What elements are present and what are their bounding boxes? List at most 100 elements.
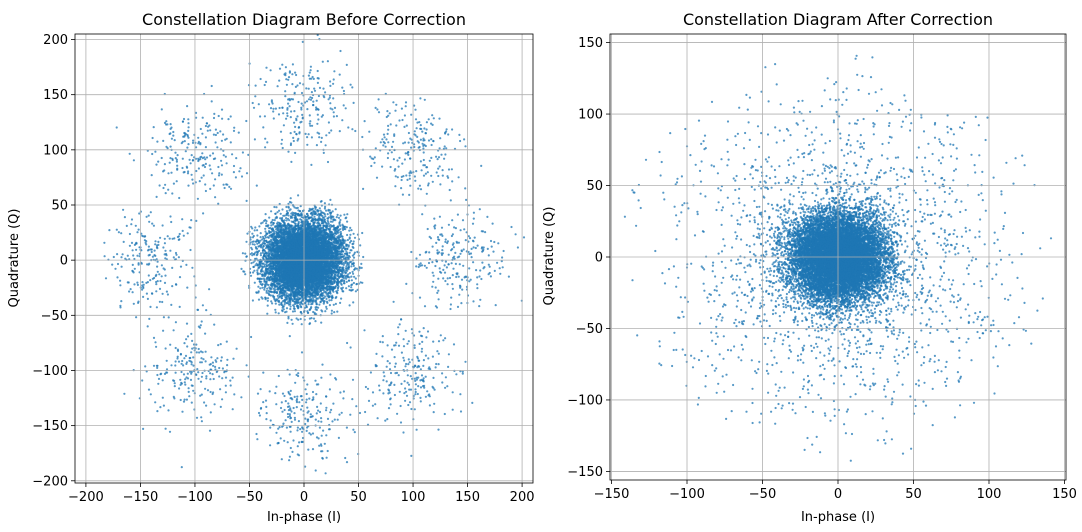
scatter-point bbox=[319, 224, 322, 227]
scatter-point bbox=[259, 252, 262, 255]
scatter-point bbox=[315, 313, 318, 316]
scatter-point bbox=[291, 299, 294, 302]
scatter-point bbox=[326, 219, 329, 222]
scatter-point bbox=[324, 295, 327, 298]
scatter-point bbox=[292, 307, 296, 310]
chart-title: Constellation Diagram Before Correction bbox=[142, 10, 466, 29]
scatter-point bbox=[289, 307, 292, 311]
scatter-point bbox=[360, 262, 363, 265]
scatter-point bbox=[259, 232, 262, 235]
scatter-point bbox=[263, 288, 266, 291]
scatter-point bbox=[349, 226, 352, 229]
scatter-point bbox=[297, 194, 300, 197]
scatter-point bbox=[351, 288, 354, 291]
scatter-point bbox=[350, 286, 353, 289]
scatter-point bbox=[261, 238, 264, 241]
scatter-point bbox=[273, 219, 276, 222]
y-axis-label: Quadrature (Q) bbox=[7, 209, 22, 308]
scatter-point bbox=[256, 271, 259, 274]
scatter-point bbox=[313, 215, 316, 218]
scatter-point bbox=[257, 285, 260, 288]
scatter-point bbox=[245, 240, 248, 243]
scatter-point bbox=[241, 252, 244, 255]
scatter-point bbox=[330, 309, 333, 312]
scatter-point bbox=[270, 210, 273, 213]
scatter-point bbox=[285, 217, 288, 220]
scatter-point bbox=[331, 220, 334, 223]
scatter-point bbox=[323, 213, 326, 216]
scatter-point bbox=[253, 269, 256, 272]
scatter-point bbox=[276, 211, 279, 214]
scatter-point bbox=[324, 205, 327, 208]
scatter-point bbox=[342, 290, 345, 293]
scatter-point bbox=[265, 222, 268, 225]
scatter-point bbox=[253, 229, 256, 232]
scatter-point bbox=[299, 310, 302, 314]
scatter-point bbox=[323, 207, 326, 210]
scatter-point bbox=[350, 239, 353, 243]
scatter-point bbox=[289, 197, 292, 200]
scatter-point bbox=[350, 265, 353, 268]
scatter-point bbox=[351, 254, 354, 257]
scatter-point bbox=[330, 312, 333, 315]
scatter-point bbox=[353, 236, 357, 239]
scatter-point bbox=[342, 261, 345, 265]
scatter-point bbox=[270, 300, 273, 303]
scatter-point bbox=[279, 212, 282, 215]
scatter-point bbox=[265, 289, 268, 293]
scatter-point bbox=[330, 299, 333, 302]
scatter-point bbox=[256, 234, 259, 237]
scatter-point bbox=[287, 214, 290, 217]
scatter-point bbox=[254, 226, 257, 229]
scatter-point bbox=[343, 274, 346, 277]
scatter-point bbox=[305, 298, 308, 301]
scatter-point bbox=[350, 229, 353, 232]
scatter-point bbox=[352, 256, 356, 259]
scatter-point bbox=[346, 238, 349, 242]
scatter-point bbox=[287, 300, 290, 303]
scatter-point bbox=[276, 294, 279, 297]
scatter-point bbox=[329, 279, 332, 282]
scatter-point bbox=[274, 302, 277, 305]
scatter-point bbox=[336, 213, 339, 216]
scatter-point bbox=[291, 322, 294, 325]
scatter-point bbox=[258, 272, 262, 275]
scatter-point bbox=[273, 230, 276, 233]
scatter-point bbox=[345, 250, 348, 253]
scatter-point bbox=[351, 270, 354, 273]
scatter-point bbox=[333, 218, 336, 221]
scatter-point bbox=[339, 301, 342, 304]
scatter-point bbox=[254, 264, 257, 267]
scatter-point bbox=[286, 321, 289, 324]
chart-before-correction: Constellation Diagram Before Correction … bbox=[7, 10, 535, 525]
scatter-point bbox=[330, 211, 333, 214]
scatter-point bbox=[346, 247, 349, 251]
scatter-point bbox=[260, 277, 263, 281]
scatter-point bbox=[339, 214, 342, 217]
scatter-point bbox=[312, 317, 316, 320]
scatter-point bbox=[328, 304, 331, 307]
scatter-point bbox=[318, 303, 321, 306]
scatter-point bbox=[338, 220, 341, 224]
scatter-point bbox=[255, 262, 258, 265]
scatter-point bbox=[345, 243, 348, 246]
scatter-point bbox=[312, 310, 315, 314]
scatter-point bbox=[331, 215, 334, 218]
scatter-point bbox=[274, 217, 277, 220]
scatter-point bbox=[266, 299, 269, 302]
scatter-point bbox=[343, 213, 346, 216]
scatter-point bbox=[259, 287, 262, 290]
scatter-point bbox=[261, 251, 264, 254]
scatter-point bbox=[271, 302, 274, 305]
scatter-point bbox=[299, 317, 302, 321]
scatter-point bbox=[286, 217, 290, 220]
scatter-point bbox=[275, 230, 278, 233]
scatter-point bbox=[339, 230, 342, 234]
scatter-point bbox=[353, 251, 356, 254]
scatter-point bbox=[319, 200, 322, 203]
scatter-point bbox=[251, 232, 254, 235]
scatter-point bbox=[320, 321, 323, 324]
scatter-point bbox=[289, 208, 292, 211]
scatter-point bbox=[261, 235, 265, 238]
scatter-point bbox=[356, 250, 359, 253]
